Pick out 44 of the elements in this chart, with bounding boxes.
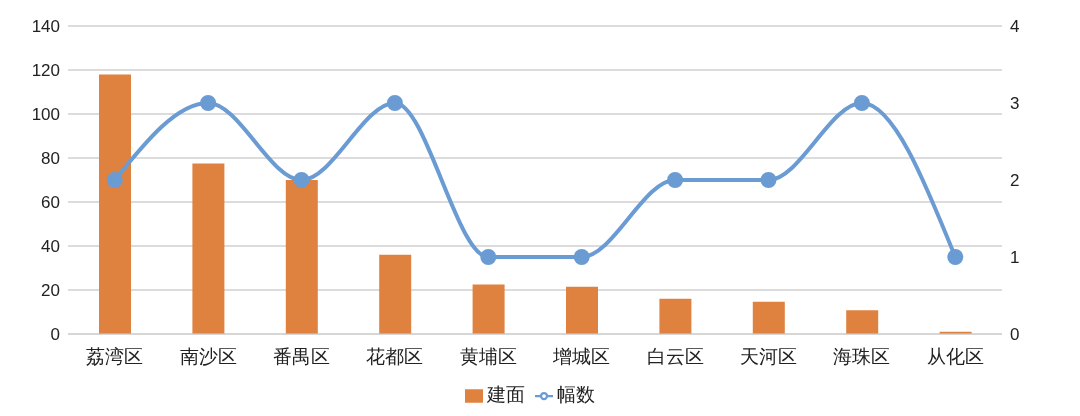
bar bbox=[659, 298, 692, 334]
x-tick-label: 番禺区 bbox=[273, 346, 330, 368]
point bbox=[386, 95, 403, 111]
point bbox=[760, 172, 777, 188]
y-tick-label: 40 bbox=[41, 237, 60, 257]
y-tick-label: 100 bbox=[31, 105, 60, 125]
bar bbox=[846, 310, 879, 334]
x-tick-label: 从化区 bbox=[926, 346, 984, 368]
point bbox=[293, 172, 310, 188]
y-tick-label: 20 bbox=[41, 281, 60, 301]
point bbox=[667, 172, 684, 188]
y2-tick-label: 4 bbox=[1010, 17, 1020, 37]
x-tick-label: 白云区 bbox=[646, 346, 704, 368]
bar bbox=[192, 163, 225, 334]
y-tick-label: 140 bbox=[31, 17, 60, 37]
point bbox=[573, 249, 590, 265]
y-tick-label: 120 bbox=[31, 61, 60, 81]
x-tick-label: 黄埔区 bbox=[459, 346, 517, 368]
x-tick-label: 南沙区 bbox=[179, 346, 237, 368]
legend-label: 幅数 bbox=[557, 384, 595, 405]
x-tick-label: 荔湾区 bbox=[86, 346, 144, 368]
y-tick-label: 80 bbox=[41, 149, 60, 169]
point bbox=[200, 95, 217, 111]
bar bbox=[752, 301, 785, 334]
y2-tick-label: 1 bbox=[1010, 248, 1020, 268]
legend-label: 建面 bbox=[487, 384, 525, 405]
y2-tick-label: 3 bbox=[1010, 94, 1020, 114]
x-tick-label: 天河区 bbox=[740, 346, 797, 368]
bar bbox=[379, 254, 412, 334]
y2-tick-label: 2 bbox=[1010, 171, 1020, 191]
point bbox=[947, 249, 964, 265]
bar bbox=[99, 74, 131, 334]
x-tick-label: 花都区 bbox=[366, 346, 424, 368]
point bbox=[106, 172, 123, 188]
point bbox=[853, 95, 870, 111]
x-tick-label: 海珠区 bbox=[833, 346, 891, 368]
x-tick-label: 增城区 bbox=[552, 346, 611, 368]
bar bbox=[472, 284, 505, 334]
bar bbox=[285, 180, 318, 334]
y2-tick-label: 0 bbox=[1010, 325, 1020, 345]
point bbox=[480, 249, 497, 265]
y-tick-label: 60 bbox=[41, 193, 60, 213]
bar bbox=[566, 286, 598, 334]
y-tick-label: 0 bbox=[50, 325, 60, 345]
